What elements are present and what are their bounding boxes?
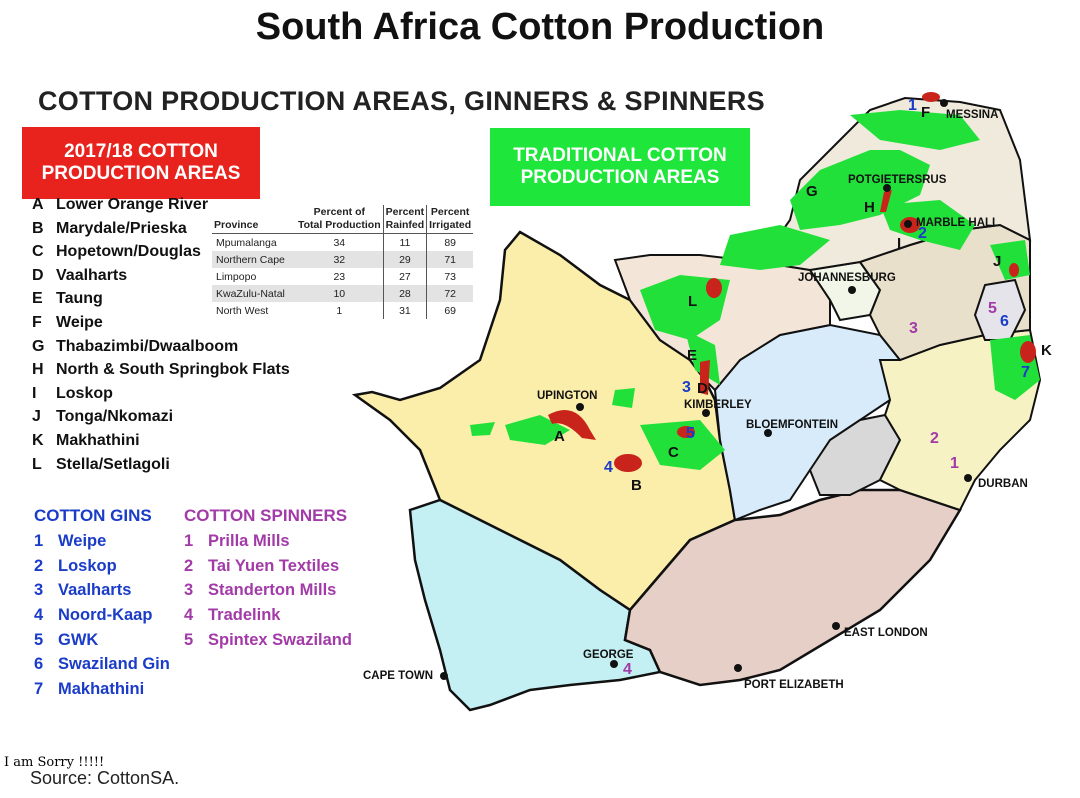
list-item: 4 Noord-Kaap xyxy=(34,606,153,625)
label-cape-town: CAPE TOWN xyxy=(363,670,433,682)
label-bloemfontein: BLOEMFONTEIN xyxy=(746,419,838,431)
list-item: C Hopetown/Douglas xyxy=(32,243,201,261)
area-marker-b: B xyxy=(631,477,642,494)
production-table: Province Percent of Total Production Perc… xyxy=(212,205,474,319)
legend-traditional-areas-label: TRADITIONAL COTTON PRODUCTION AREAS xyxy=(513,145,727,188)
province-western-cape xyxy=(408,498,662,712)
gin-marker-6: 6 xyxy=(1000,313,1009,330)
map-subtitle: COTTON PRODUCTION AREAS, GINNERS & SPINN… xyxy=(38,86,765,116)
list-item: 7 Makhathini xyxy=(34,680,145,699)
area-marker-k: K xyxy=(1041,342,1052,359)
spinner-marker-5: 5 xyxy=(988,300,997,317)
gin-marker-3: 3 xyxy=(682,379,691,396)
label-johannesburg: JOHANNESBURG xyxy=(798,272,896,284)
list-item: I Loskop xyxy=(32,384,113,402)
area-marker-d: D xyxy=(697,380,708,397)
area-marker-h: H xyxy=(864,199,875,216)
list-item: 3 Vaalharts xyxy=(34,581,132,600)
list-item: 3 Standerton Mills xyxy=(184,581,337,600)
table-row: Mpumalanga 34 11 89 xyxy=(212,233,474,251)
label-east-london: EAST LONDON xyxy=(844,627,928,639)
list-item: 4 Tradelink xyxy=(184,606,281,625)
area-marker-f: F xyxy=(921,104,930,121)
table-row: Limpopo 23 27 73 xyxy=(212,268,474,285)
label-messina: MESSINA xyxy=(946,109,998,121)
list-item: H North & South Springbok Flats xyxy=(32,361,290,379)
table-row: Northern Cape 32 29 71 xyxy=(212,251,474,268)
list-item: B Marydale/Prieska xyxy=(32,219,187,237)
gins-title: COTTON GINS xyxy=(34,506,152,525)
area-marker-i: I xyxy=(897,235,901,252)
area-marker-l: L xyxy=(688,293,697,310)
current-areas xyxy=(548,92,1036,472)
label-kimberley: KIMBERLEY xyxy=(684,399,752,411)
list-item: 2 Loskop xyxy=(34,556,117,575)
list-item: L Stella/Setlagoli xyxy=(32,455,170,473)
list-item: F Weipe xyxy=(32,313,103,331)
col-share: Percent of Total Production xyxy=(298,206,381,231)
spinners-title: COTTON SPINNERS xyxy=(184,506,348,525)
traditional-areas xyxy=(470,110,1040,470)
spinner-marker-2: 2 xyxy=(930,430,939,447)
col-province: Province xyxy=(214,219,259,231)
legend-current-areas: 2017/18 COTTON PRODUCTION AREAS xyxy=(22,127,260,199)
area-marker-a: A xyxy=(554,428,565,445)
list-item: J Tonga/Nkomazi xyxy=(32,408,174,426)
list-item: 1 Weipe xyxy=(34,532,107,550)
list-item: 2 Tai Yuen Textiles xyxy=(184,556,340,575)
list-item: 5 GWK xyxy=(34,630,99,649)
gin-marker-2: 2 xyxy=(918,225,927,242)
source-credit: Source: CottonSA. xyxy=(30,768,180,788)
area-marker-c: C xyxy=(668,444,679,461)
label-upington: UPINGTON xyxy=(537,390,598,402)
area-marker-j: J xyxy=(993,253,1001,270)
list-item: 6 Swaziland Gin xyxy=(34,655,170,674)
col-rainfed: Percent Rainfed xyxy=(382,205,427,234)
spinner-marker-3: 3 xyxy=(909,320,918,337)
label-potgietersrus: POTGIETERSRUS xyxy=(848,174,947,186)
label-durban: DURBAN xyxy=(978,478,1028,490)
list-item: E Taung xyxy=(32,290,103,308)
gin-marker-1: 1 xyxy=(908,97,917,114)
footer-note: I am Sorry !!!!! xyxy=(4,755,105,770)
list-item: A Lower Orange River xyxy=(32,196,209,213)
list-item: D Vaalharts xyxy=(32,266,128,284)
city-dots xyxy=(440,99,972,680)
label-george: GEORGE xyxy=(583,649,634,661)
province-eastern-cape xyxy=(623,488,962,687)
table-row: North West 1 31 69 xyxy=(212,302,474,319)
page-title: South Africa Cotton Production xyxy=(255,6,825,48)
table-row: KwaZulu-Natal 10 28 72 xyxy=(212,285,474,302)
list-item: 5 Spintex Swaziland xyxy=(184,630,352,649)
label-marble-hall: MARBLE HALL xyxy=(916,217,999,229)
legend-current-areas-label: 2017/18 COTTON PRODUCTION AREAS xyxy=(41,141,241,184)
list-item: K Makhathini xyxy=(32,431,140,449)
spinner-marker-4: 4 xyxy=(623,661,632,678)
col-irrigated: Percent Irrigated xyxy=(426,205,474,234)
label-port-elizabeth: PORT ELIZABETH xyxy=(744,679,844,691)
gin-marker-7: 7 xyxy=(1021,364,1030,381)
list-item: G Thabazimbi/Dwaalboom xyxy=(32,337,239,355)
spinner-marker-1: 1 xyxy=(950,455,959,472)
gin-marker-4: 4 xyxy=(604,459,613,476)
spinners-legend: COTTON SPINNERS 1 Prilla Mills 2 Tai Yuen … xyxy=(184,506,352,655)
list-item: 1 Prilla Mills xyxy=(184,532,290,550)
area-marker-e: E xyxy=(687,347,697,364)
gin-marker-5: 5 xyxy=(686,425,695,442)
area-marker-g: G xyxy=(806,183,818,200)
legend-traditional-areas: TRADITIONAL COTTON PRODUCTION AREAS xyxy=(490,128,750,206)
